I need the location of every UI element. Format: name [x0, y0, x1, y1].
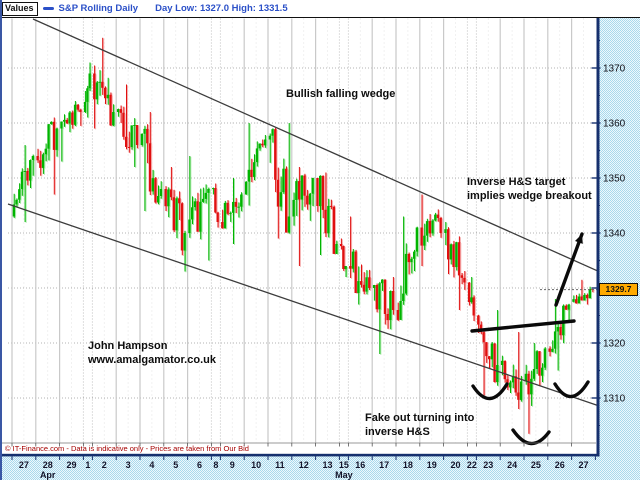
copyright-text: © IT-Finance.com - Data is indicative on…	[5, 444, 249, 453]
annotation-text: John Hampson	[88, 340, 168, 352]
y-tick-label: 1320	[603, 339, 626, 350]
values-label[interactable]: Values	[2, 1, 38, 16]
x-tick-label: 16	[355, 460, 365, 470]
x-tick-label: 2	[102, 460, 107, 470]
x-tick-label: 12	[299, 460, 309, 470]
series-legend-swatch	[42, 7, 54, 10]
x-tick-label: 6	[197, 460, 202, 470]
month-label: Apr	[40, 470, 56, 480]
breakout-arrow-head	[575, 234, 583, 244]
annotation-text: inverse H&S	[365, 426, 430, 438]
x-tick-label: 19	[427, 460, 437, 470]
annotation-fakeout: Fake out turning into inverse H&S	[365, 411, 474, 439]
copyright-strip	[2, 443, 597, 455]
annotation-text: Fake out turning into	[365, 412, 475, 424]
x-tick-label: 13	[322, 460, 332, 470]
series-title: S&P Rolling Daily	[58, 3, 139, 14]
x-tick-label: 28	[43, 460, 53, 470]
x-tick-label: 10	[251, 460, 261, 470]
hs-curve-1	[511, 428, 551, 446]
hs-neckline	[470, 319, 576, 333]
x-tick-label: 26	[555, 460, 565, 470]
x-tick-label: 29	[66, 460, 76, 470]
candlestick-series	[12, 37, 595, 435]
x-tick-label: 22	[467, 460, 477, 470]
y-tick-label: 1310	[603, 394, 626, 405]
plot-marks	[7, 18, 597, 443]
x-tick-label: 27	[19, 460, 29, 470]
annotation-inverse-hs-target: Inverse H&S target implies wedge breakou…	[467, 176, 592, 203]
x-tick-label: 17	[379, 460, 389, 470]
day-low-high-readout: Day Low: 1327.0 High: 1331.5	[155, 3, 288, 14]
hs-curve-2	[553, 380, 590, 399]
x-tick-label: 11	[275, 460, 285, 470]
x-axis: 27 28 29 1 2 3 4 5 6 8 9 10 11 12 13 15 16 17 18 19 20 22 23 24…	[11, 443, 596, 480]
x-tick-label: 18	[403, 460, 413, 470]
annotation-text: www.amalgamator.co.uk	[88, 354, 216, 366]
y-tick-label: 1350	[603, 174, 626, 185]
y-tick-label: 1340	[603, 229, 626, 240]
x-tick-label: 20	[450, 460, 460, 470]
x-tick-label: 9	[230, 460, 235, 470]
x-tick-label: 5	[173, 460, 178, 470]
y-tick-label: 1370	[603, 64, 626, 75]
x-tick-label: 8	[213, 460, 218, 470]
last-price-tag: 1329.7	[599, 283, 638, 296]
annotation-text: Inverse H&S target	[467, 176, 566, 188]
x-tick-label: 3	[126, 460, 131, 470]
y-tick-label: 1360	[603, 119, 626, 130]
annotation-bullish-falling-wedge: Bullish falling wedge	[286, 88, 395, 102]
chart-header-bar: Values S&P Rolling Daily Day Low: 1327.0…	[0, 0, 640, 18]
x-tick-label: 15	[339, 460, 349, 470]
x-tick-label: 25	[531, 460, 541, 470]
x-tick-label: 4	[149, 460, 154, 470]
annotation-text: implies wedge breakout	[467, 189, 592, 202]
annotation-author: John Hampson www.amalgamator.co.uk	[88, 339, 216, 367]
hand-annotations	[470, 232, 590, 446]
x-tick-label: 1	[85, 460, 90, 470]
hs-curve-0	[471, 382, 509, 401]
breakout-arrow-shaft	[554, 232, 584, 307]
x-tick-label: 24	[507, 460, 517, 470]
x-tick-label: 23	[483, 460, 493, 470]
window-left-border	[0, 0, 2, 480]
annotation-text: Bullish falling wedge	[286, 88, 396, 100]
x-tick-label: 27	[578, 460, 588, 470]
month-label: May	[335, 470, 353, 480]
